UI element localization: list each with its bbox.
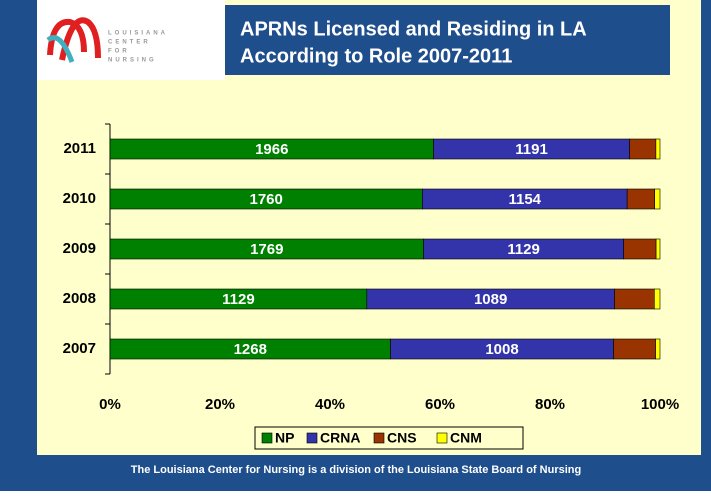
bar-segment (655, 238, 661, 260)
x-tick-label: 80% (535, 396, 565, 413)
bar-segment (614, 288, 655, 310)
chart-title: APRNs Licensed and Residing in LA (240, 18, 587, 40)
y-tick-label: 2008 (63, 290, 96, 307)
legend-swatch (306, 432, 318, 444)
logo-text: NURSING (108, 58, 157, 64)
data-label: 1129 (222, 291, 255, 308)
data-label: 1191 (515, 141, 548, 158)
legend-box (254, 426, 524, 450)
legend-label: NP (275, 430, 294, 446)
legend-label: CNS (387, 430, 417, 446)
logo-text: LOUISIANA (108, 31, 168, 37)
bar-segment (629, 138, 657, 160)
bar-segment (626, 188, 655, 210)
chart-title: According to Role 2007-2011 (240, 45, 512, 67)
data-label: 1760 (249, 191, 282, 208)
bar-segment (655, 338, 661, 360)
y-tick-label: 2009 (63, 240, 96, 257)
y-tick-label: 2010 (63, 190, 96, 207)
logo-text: FOR (108, 49, 130, 55)
x-tick-label: 60% (425, 396, 455, 413)
data-label: 1966 (255, 141, 288, 158)
x-tick-label: 100% (641, 396, 679, 413)
x-tick-label: 0% (99, 396, 121, 413)
bar-segment (654, 288, 661, 310)
y-tick-label: 2007 (63, 340, 96, 357)
legend-label: CRNA (320, 430, 360, 446)
x-tick-label: 40% (315, 396, 345, 413)
y-tick-label: 2011 (63, 140, 96, 157)
bar-segment (613, 338, 656, 360)
bar-segment (654, 188, 661, 210)
data-label: 1008 (485, 341, 518, 358)
x-tick-label: 20% (205, 396, 235, 413)
legend-swatch (436, 432, 448, 444)
data-label: 1089 (474, 291, 507, 308)
logo-mark (46, 35, 75, 63)
data-label: 1268 (234, 341, 267, 358)
bar-segment (623, 238, 657, 260)
logo-text: CENTER (108, 40, 151, 46)
legend-swatch (261, 432, 273, 444)
legend-label: CNM (450, 430, 482, 446)
data-label: 1129 (507, 241, 540, 258)
data-label: 1154 (508, 191, 541, 208)
bar-segment (655, 138, 661, 160)
title-box (225, 5, 670, 75)
data-label: 1769 (250, 241, 283, 258)
footer: The Louisiana Center for Nursing is a di… (131, 464, 581, 476)
legend-swatch (373, 432, 385, 444)
